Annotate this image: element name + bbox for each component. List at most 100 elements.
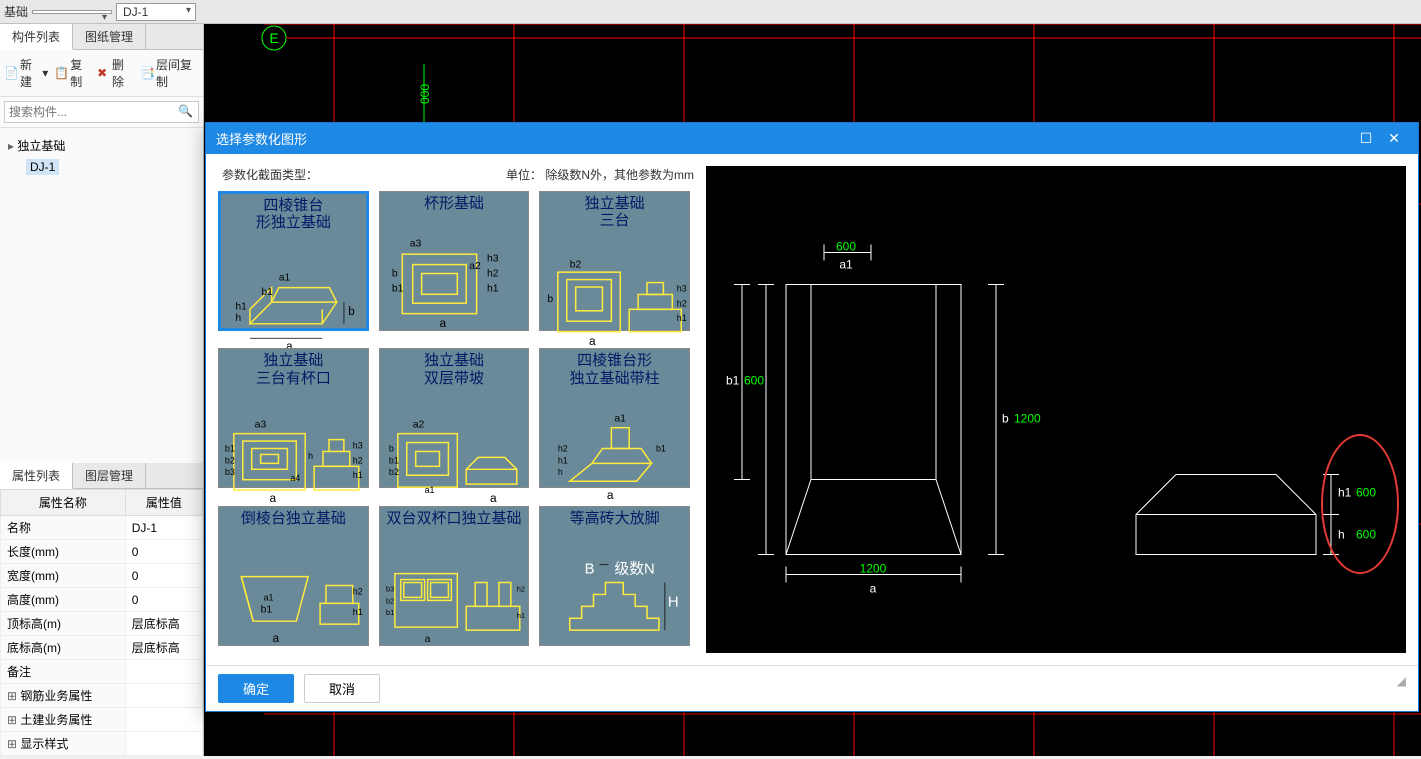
prop-row[interactable]: 顶标高(m)层底标高 <box>1 612 203 636</box>
svg-text:B: B <box>585 562 595 578</box>
layercopy-button[interactable]: 📑层间复制 <box>140 56 199 90</box>
dialog-left-pane: 参数化截面类型： 单位： 除级数N外，其他参数为mm 四棱锥台形独立基础abh1… <box>218 166 698 653</box>
thumbnail-item[interactable]: 等高砖大放脚B级数NH <box>539 506 690 646</box>
prop-expand-row[interactable]: 钢筋业务属性 <box>1 684 203 708</box>
svg-text:b: b <box>548 293 554 304</box>
tab-drawing-manage[interactable]: 图纸管理 <box>73 24 146 49</box>
thumb-title: 等高砖大放脚 <box>568 507 662 532</box>
thumbnail-item[interactable]: 倒棱台独立基础ab1a1h2h1 <box>218 506 369 646</box>
svg-text:a1: a1 <box>424 485 434 495</box>
svg-text:a1: a1 <box>264 592 274 602</box>
thumbnail-item[interactable]: 四棱锥台形独立基础abh1ha1b1 <box>218 191 369 331</box>
svg-text:h1: h1 <box>353 470 363 480</box>
ok-button[interactable]: 确定 <box>218 674 294 703</box>
component-select[interactable]: DJ-1 <box>116 3 196 21</box>
prop-row[interactable]: 高度(mm)0 <box>1 588 203 612</box>
svg-text:b1: b1 <box>261 604 273 615</box>
new-button[interactable]: 📄新建 ▾ <box>4 56 48 90</box>
search-input[interactable] <box>4 101 199 123</box>
category-label: 基础 <box>4 3 28 20</box>
copy-icon: 📋 <box>54 66 68 80</box>
thumb-title: 独立基础双层带坡 <box>422 349 486 392</box>
tab-component-list[interactable]: 构件列表 <box>0 24 73 50</box>
thumb-preview: ab1a1h2h1 <box>219 532 368 653</box>
svg-text:b1: b1 <box>656 443 666 453</box>
property-section: 属性列表 图层管理 属性名称 属性值 名称DJ-1长度(mm)0宽度(mm)0高… <box>0 463 203 756</box>
svg-text:b1: b1 <box>386 608 394 617</box>
svg-text:h1: h1 <box>677 313 687 323</box>
svg-text:a1: a1 <box>615 414 627 425</box>
prop-row[interactable]: 底标高(m)层底标高 <box>1 636 203 660</box>
prop-expand-row[interactable]: 显示样式 <box>1 732 203 756</box>
svg-text:h1: h1 <box>516 611 524 620</box>
svg-text:h1: h1 <box>353 607 363 617</box>
preview-pane[interactable]: a 1200 600 a1 b1 600 b 1200 <box>706 166 1406 653</box>
thumbnail-item[interactable]: 四棱锥台形独立基础带柱aa1h2h1hb1 <box>539 348 690 488</box>
category-select[interactable] <box>32 10 112 14</box>
resize-grip-icon[interactable]: ◢ <box>1397 674 1406 703</box>
prop-row[interactable]: 备注 <box>1 660 203 684</box>
thumb-preview: abh1ha1b1 <box>221 237 366 356</box>
svg-text:h1: h1 <box>1338 486 1352 500</box>
svg-text:b2: b2 <box>389 467 399 477</box>
dialog-titlebar[interactable]: 选择参数化图形 ☐ ✕ <box>206 123 1418 154</box>
prop-row[interactable]: 长度(mm)0 <box>1 540 203 564</box>
tree-child-node[interactable]: DJ-1 <box>8 157 195 177</box>
svg-text:600: 600 <box>1356 528 1376 542</box>
cancel-button[interactable]: 取消 <box>304 674 380 703</box>
unit-label: 单位： 除级数N外，其他参数为mm <box>506 166 694 183</box>
svg-text:a3: a3 <box>255 420 267 431</box>
svg-text:600: 600 <box>836 240 856 254</box>
tree-parent-node[interactable]: 独立基础 <box>8 134 195 157</box>
svg-text:a: a <box>490 491 497 505</box>
svg-text:级数N: 级数N <box>615 561 655 578</box>
section-type-label: 参数化截面类型： <box>222 166 318 183</box>
delete-icon: ✖ <box>97 66 110 80</box>
parametric-dialog: 选择参数化图形 ☐ ✕ 参数化截面类型： 单位： 除级数N外，其他参数为mm 四… <box>205 122 1419 712</box>
thumbnail-item[interactable]: 双台双杯口独立基础ab3b2b1h2h1 <box>379 506 530 646</box>
tab-prop-list[interactable]: 属性列表 <box>0 463 73 489</box>
thumbnail-item[interactable]: 独立基础三台abb2h3h2h1 <box>539 191 690 331</box>
new-icon: 📄 <box>4 66 18 80</box>
svg-text:b1: b1 <box>225 443 235 453</box>
prop-col-value: 属性值 <box>125 490 202 516</box>
thumb-preview: aa1h2h1hb1 <box>540 392 689 514</box>
svg-text:a2: a2 <box>412 420 424 431</box>
dialog-body: 参数化截面类型： 单位： 除级数N外，其他参数为mm 四棱锥台形独立基础abh1… <box>206 154 1418 665</box>
svg-text:a1: a1 <box>279 272 291 283</box>
prop-row[interactable]: 宽度(mm)0 <box>1 564 203 588</box>
svg-text:h3: h3 <box>487 254 499 265</box>
svg-text:h2: h2 <box>516 584 524 593</box>
copy-button[interactable]: 📋复制 <box>54 56 91 90</box>
svg-text:h: h <box>1338 528 1345 542</box>
tab-layer-manage[interactable]: 图层管理 <box>73 463 146 488</box>
svg-text:h2: h2 <box>558 443 568 453</box>
svg-text:h1: h1 <box>487 284 499 295</box>
svg-text:h1: h1 <box>558 455 568 465</box>
svg-text:h: h <box>558 467 563 477</box>
thumb-preview: ab3b2b1h2h1 <box>380 532 529 653</box>
delete-button[interactable]: ✖删除 <box>97 56 134 90</box>
prop-col-name: 属性名称 <box>1 490 126 516</box>
svg-text:600: 600 <box>744 374 764 388</box>
prop-row[interactable]: 名称DJ-1 <box>1 516 203 540</box>
component-tree: 独立基础 DJ-1 <box>0 128 203 183</box>
thumb-preview: B级数NH <box>540 532 689 653</box>
dialog-title: 选择参数化图形 <box>216 129 307 148</box>
svg-text:h: h <box>235 312 241 323</box>
thumb-title: 四棱锥台形独立基础带柱 <box>568 349 662 392</box>
dim-text: 000 <box>418 84 432 104</box>
left-panel: 构件列表 图纸管理 📄新建 ▾ 📋复制 ✖删除 📑层间复制 🔍 独立基础 DJ-… <box>0 24 204 756</box>
thumbnail-item[interactable]: 独立基础三台有杯口aa3b1b2b3a4hh3h2h1 <box>218 348 369 488</box>
svg-text:b: b <box>389 443 394 453</box>
svg-text:b: b <box>348 306 354 318</box>
svg-text:600: 600 <box>1356 486 1376 500</box>
thumbnail-item[interactable]: 杯形基础aa3a2bb1h3h2h1 <box>379 191 530 331</box>
layercopy-icon: 📑 <box>140 66 154 80</box>
maximize-button[interactable]: ☐ <box>1352 130 1380 147</box>
close-button[interactable]: ✕ <box>1380 130 1408 147</box>
thumbnail-item[interactable]: 独立基础双层带坡aa2bb1b2a1 <box>379 348 530 488</box>
thumb-title: 独立基础三台有杯口 <box>254 349 333 392</box>
search-icon[interactable]: 🔍 <box>178 104 193 118</box>
prop-expand-row[interactable]: 土建业务属性 <box>1 708 203 732</box>
